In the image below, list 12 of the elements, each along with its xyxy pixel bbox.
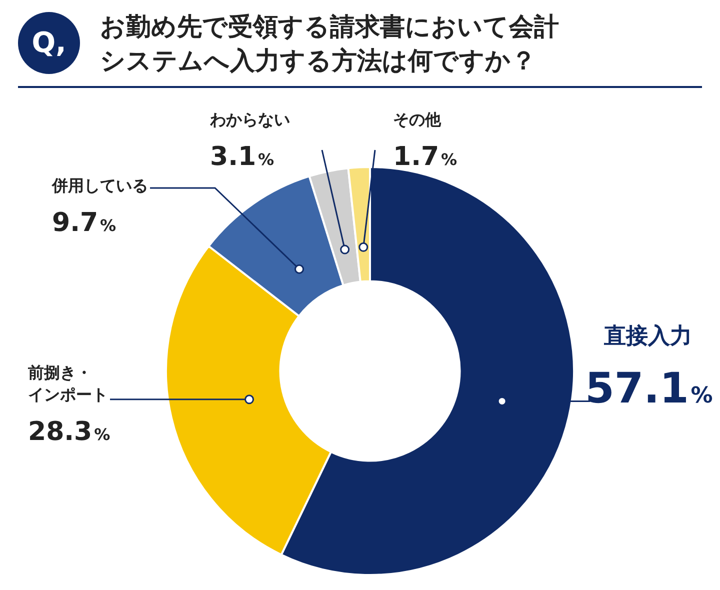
chart-title: お勤め先で受領する請求書において会計システムへ入力する方法は何ですか？ [100, 11, 560, 77]
data-label: 3.1% [210, 142, 274, 172]
slice-label: わからない [209, 110, 290, 129]
data-label: 57.1% [585, 364, 713, 413]
slice-label: 前捌き・インポート [27, 363, 108, 404]
data-label: 1.7% [393, 142, 458, 172]
slice-label: 直接入力 [603, 324, 692, 349]
slice-label: その他 [393, 110, 442, 129]
slice-label: 併用している [51, 176, 148, 195]
data-label: 9.7% [52, 208, 116, 238]
text: Q, [18, 12, 80, 74]
data-label: 28.3% [28, 417, 110, 448]
